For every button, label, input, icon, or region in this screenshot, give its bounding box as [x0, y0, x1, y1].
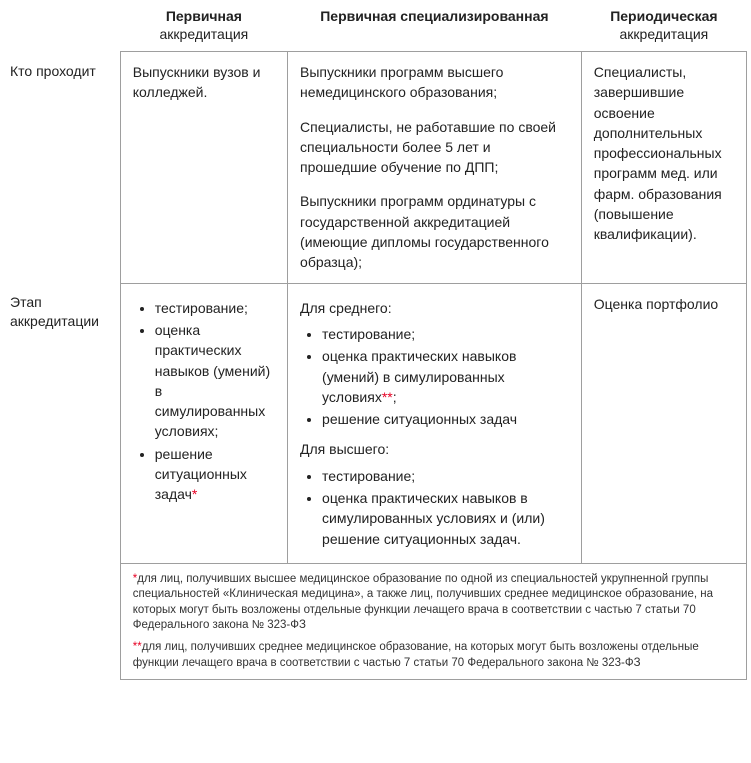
bullet-list: тестирование; оценка практических навыко…: [300, 324, 569, 429]
header-periodic-top: Периодическая: [591, 8, 736, 26]
cell-paragraph: Специалисты, не работавшие по своей спец…: [300, 117, 569, 178]
table-row-footnotes: *для лиц, получивших высшее медицинское …: [4, 563, 747, 679]
cell-stage-periodic: Оценка портфолио: [581, 283, 746, 563]
list-item: тестирование;: [155, 298, 275, 318]
list-item: оценка практических навыков (умений) в с…: [322, 346, 569, 407]
asterisk-mark: **: [382, 389, 393, 405]
cell-text: Выпускники вузов и колледжей.: [133, 64, 261, 100]
footnote-text: для лиц, получивших высшее медицинское о…: [133, 573, 713, 632]
row-label-stage: Этап аккредита­ции: [4, 283, 120, 563]
header-primary: Первичная аккредитация: [120, 4, 287, 52]
header-primary-sub: аккредитация: [130, 26, 277, 44]
header-empty: [4, 4, 120, 52]
asterisk-mark: **: [133, 641, 142, 653]
table-header-row: Первичная аккредитация Первичная специал…: [4, 4, 747, 52]
cell-who-periodic: Специалисты, завершившие освоение дополн…: [581, 52, 746, 284]
cell-text: Оценка портфолио: [594, 296, 718, 312]
footnote: **для лиц, получивших среднее медицинско…: [133, 640, 734, 671]
header-specialized-top: Первичная специализированная: [298, 8, 572, 26]
accreditation-table: Первичная аккредитация Первичная специал…: [4, 4, 747, 680]
list-item-text: оценка практических навыков (умений) в с…: [322, 348, 516, 405]
cell-who-primary: Выпускники вузов и колледжей.: [120, 52, 287, 284]
list-item: оценка практических навыков в симулирова…: [322, 488, 569, 549]
cell-text: Специалисты, завершившие освоение дополн…: [594, 64, 722, 242]
header-primary-top: Первичная: [130, 8, 277, 26]
header-periodic: Периодическая аккредитация: [581, 4, 746, 52]
footnote-text: для лиц, получивших среднее медицинское …: [133, 641, 699, 669]
list-item: решение ситуационных задач*: [155, 444, 275, 505]
list-item: оценка практических навыков (умений) в с…: [155, 320, 275, 442]
cell-paragraph: Выпускники программ ординатуры с государ…: [300, 191, 569, 272]
list-item-text-post: ;: [393, 389, 397, 405]
list-item: тестирование;: [322, 466, 569, 486]
list-item: тестирование;: [322, 324, 569, 344]
table-row: Кто проходит Выпускники вузов и колледже…: [4, 52, 747, 284]
header-specialized: Первичная специализированная: [288, 4, 582, 52]
section-label-high: Для высшего:: [300, 439, 569, 459]
cell-who-specialized: Выпускники программ высшего немедицинско…: [288, 52, 582, 284]
section-label-mid: Для среднего:: [300, 298, 569, 318]
list-item: решение ситуационных задач: [322, 409, 569, 429]
header-periodic-sub: аккредитация: [591, 26, 736, 44]
cell-stage-primary: тестирование; оценка практических навыко…: [120, 283, 287, 563]
cell-stage-specialized: Для среднего: тестирование; оценка практ…: [288, 283, 582, 563]
bullet-list: тестирование; оценка практических навыко…: [133, 298, 275, 505]
bullet-list: тестирование; оценка практических навыко…: [300, 466, 569, 549]
footnote: *для лиц, получивших высшее медицинское …: [133, 572, 734, 634]
footnotes-cell: *для лиц, получивших высшее медицинское …: [120, 563, 746, 679]
cell-paragraph: Выпускники программ высшего немедицинско…: [300, 62, 569, 103]
footnote-empty: [4, 563, 120, 679]
row-label-who: Кто проходит: [4, 52, 120, 284]
asterisk-mark: *: [192, 486, 197, 502]
table-row: Этап аккредита­ции тестирование; оценка …: [4, 283, 747, 563]
list-item-text: решение ситуационных задач: [155, 446, 247, 503]
